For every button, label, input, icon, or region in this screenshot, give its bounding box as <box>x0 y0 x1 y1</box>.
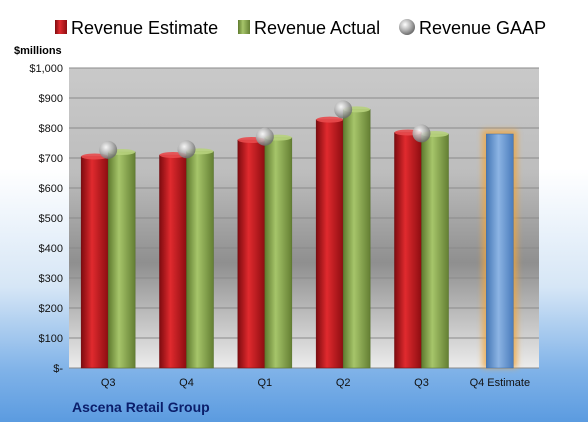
marker-revenue-gaap[interactable] <box>99 140 118 159</box>
y-tick-label: $800 <box>39 123 63 135</box>
x-tick-label: Q1 <box>257 377 272 389</box>
y-tick-label: $300 <box>39 273 63 285</box>
y-tick-label: $400 <box>39 243 63 255</box>
bar-revenue-actual[interactable] <box>421 133 449 369</box>
y-tick-label: $1,000 <box>29 63 63 75</box>
y-tick-label: $700 <box>39 153 63 165</box>
marker-revenue-gaap[interactable] <box>412 124 431 143</box>
bar-top-cap <box>316 116 344 123</box>
legend-item-revenue-estimate[interactable]: Revenue Estimate <box>55 18 218 38</box>
bar-revenue-actual[interactable] <box>107 151 136 369</box>
x-axis-ticks: Q3 Q4 Q1 Q2 Q3 Q4 Estimate <box>101 377 530 389</box>
bar-revenue-estimate[interactable] <box>159 154 187 369</box>
bar-revenue-estimate[interactable] <box>237 139 266 369</box>
x-tick-label: Q4 Estimate <box>470 377 531 389</box>
bar-revenue-estimate-forecast[interactable] <box>486 133 514 369</box>
bar-revenue-estimate[interactable] <box>80 156 109 369</box>
marker-revenue-gaap[interactable] <box>177 140 196 159</box>
legend: Revenue Estimate Revenue Actual Revenue … <box>55 18 546 38</box>
y-tick-label: $600 <box>39 183 63 195</box>
y-tick-label: $- <box>53 363 63 375</box>
y-axis-unit-label: $millions <box>14 45 62 57</box>
bars <box>80 100 518 369</box>
marker-revenue-gaap[interactable] <box>255 127 274 146</box>
x-tick-label: Q4 <box>179 377 194 389</box>
bar-revenue-actual[interactable] <box>264 137 293 369</box>
legend-item-revenue-actual[interactable]: Revenue Actual <box>238 18 380 38</box>
bar-revenue-actual[interactable] <box>186 151 214 369</box>
legend-label-revenue-actual: Revenue Actual <box>254 18 380 38</box>
y-axis-ticks: $- $100 $200 $300 $400 $500 $600 $700 $800 $900 $1… <box>29 63 63 375</box>
legend-item-revenue-gaap[interactable]: Revenue GAAP <box>399 18 546 38</box>
gridlines <box>69 67 539 369</box>
marker-revenue-gaap[interactable] <box>334 100 353 119</box>
legend-label-revenue-gaap: Revenue GAAP <box>419 18 546 38</box>
y-tick-label: $100 <box>39 333 63 345</box>
y-tick-label: $500 <box>39 213 63 225</box>
x-tick-label: Q3 <box>101 377 116 389</box>
legend-label-revenue-estimate: Revenue Estimate <box>71 18 218 38</box>
x-tick-label: Q2 <box>336 377 351 389</box>
y-tick-label: $200 <box>39 303 63 315</box>
y-tick-label: $900 <box>39 93 63 105</box>
legend-marker-gray <box>399 19 415 35</box>
bar-revenue-estimate[interactable] <box>315 119 344 369</box>
x-tick-label: Q3 <box>414 377 429 389</box>
bar-revenue-actual[interactable] <box>342 109 371 369</box>
bar-revenue-estimate[interactable] <box>394 132 422 369</box>
legend-swatch-red <box>55 20 67 34</box>
legend-swatch-green <box>238 20 250 34</box>
company-name: Ascena Retail Group <box>72 399 210 415</box>
